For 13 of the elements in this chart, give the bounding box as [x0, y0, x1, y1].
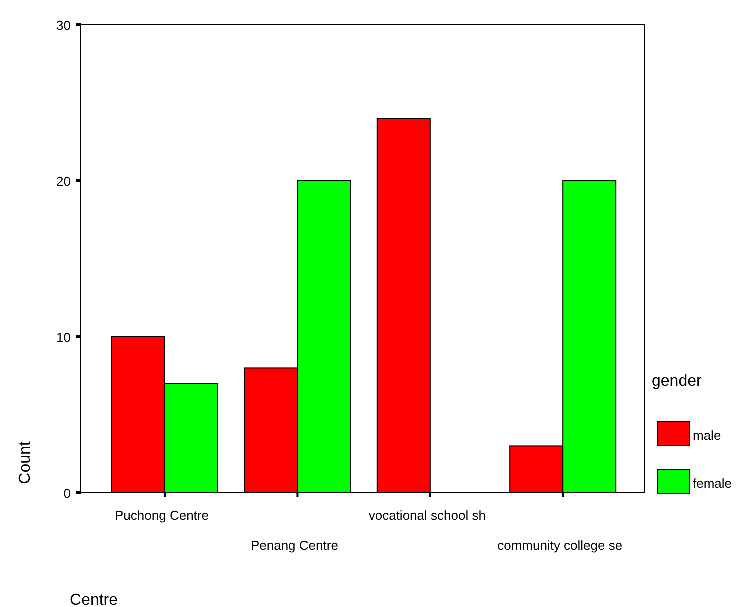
x-tick-label: community college se: [498, 538, 623, 553]
legend-label: male: [693, 428, 722, 443]
y-axis-title: Count: [17, 441, 34, 484]
x-tick-label: Penang Centre: [250, 538, 338, 553]
x-axis-title: Centre: [70, 592, 118, 607]
y-tick-label: 20: [56, 174, 71, 189]
y-tick-label: 10: [56, 330, 71, 345]
legend-title: gender: [652, 373, 702, 390]
y-tick-label: 0: [64, 486, 71, 501]
x-tick-label: vocational school sh: [368, 508, 486, 523]
legend-label: female: [693, 476, 732, 491]
y-tick-label: 30: [56, 18, 71, 33]
x-tick-label: Puchong Centre: [115, 508, 209, 523]
